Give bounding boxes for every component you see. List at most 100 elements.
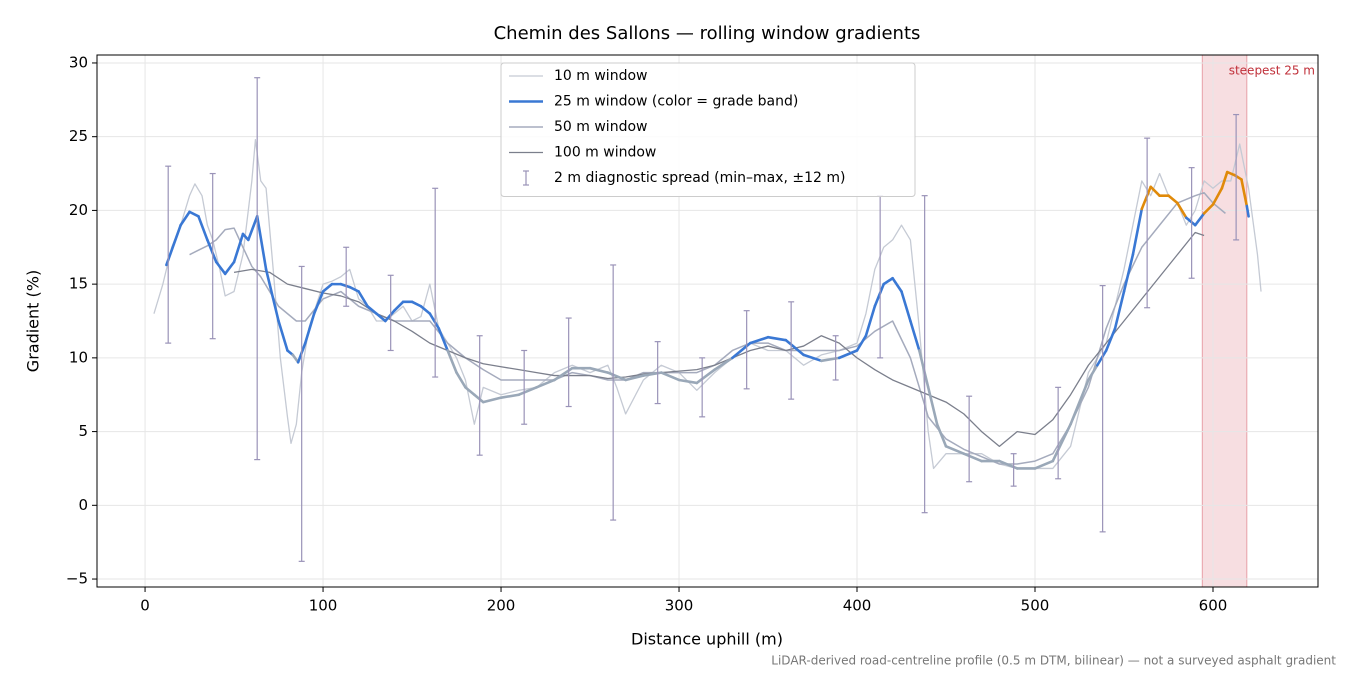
x-tick-label: 400 xyxy=(843,597,872,615)
x-tick-label: 300 xyxy=(665,597,694,615)
line-segment xyxy=(392,300,405,312)
line-segment xyxy=(410,300,423,308)
line-segment xyxy=(357,290,369,308)
y-tick-label: 20 xyxy=(69,201,88,219)
legend-label: 100 m window xyxy=(554,145,656,161)
line-segment xyxy=(1245,204,1250,218)
line-segment xyxy=(1211,186,1224,206)
line-segment xyxy=(713,356,734,371)
line-segment xyxy=(837,349,859,360)
line-segment xyxy=(926,386,939,426)
line-segment xyxy=(197,215,209,242)
line-segment xyxy=(437,327,449,352)
line-segment xyxy=(1095,349,1108,367)
line-segment xyxy=(1149,185,1161,197)
line-segment xyxy=(802,353,823,363)
line-segment xyxy=(1140,185,1152,211)
x-tick-label: 200 xyxy=(487,597,516,615)
line-segment xyxy=(214,260,227,276)
x-tick-label: 0 xyxy=(140,597,150,615)
line-segment xyxy=(677,378,699,385)
y-tick-label: −5 xyxy=(66,570,88,588)
line-segment xyxy=(1122,253,1135,293)
line-segment xyxy=(339,282,352,289)
line-segment xyxy=(1220,170,1229,190)
line-segment xyxy=(481,396,503,404)
line-segment xyxy=(232,232,245,264)
y-tick-label: 10 xyxy=(69,348,88,366)
x-tick-label: 100 xyxy=(309,597,338,615)
footnote: LiDAR-derived road-centreline profile (0… xyxy=(771,654,1336,668)
line-segment xyxy=(1033,459,1055,470)
line-segment xyxy=(731,341,752,360)
chart-title: Chemin des Sallons — rolling window grad… xyxy=(494,23,921,44)
line-segment xyxy=(366,304,378,315)
line-segment xyxy=(446,349,458,374)
legend-box xyxy=(500,62,916,197)
line-segment xyxy=(695,368,716,385)
line-segment xyxy=(464,386,476,397)
line-segment xyxy=(384,309,396,323)
line-segment xyxy=(1240,178,1249,208)
line-segment xyxy=(784,338,805,357)
line-segment xyxy=(766,335,788,342)
y-tick-label: 5 xyxy=(78,422,88,440)
line-segment xyxy=(1113,290,1126,330)
highlight-span xyxy=(1201,55,1248,587)
line-segment xyxy=(1184,216,1197,227)
plot-area xyxy=(97,55,1318,587)
line xyxy=(153,138,1262,470)
line-segment xyxy=(882,276,894,286)
line-segment xyxy=(206,238,218,264)
legend-label: 10 m window xyxy=(554,68,647,84)
plot-frame xyxy=(96,54,1319,588)
line-segment xyxy=(264,268,280,323)
line-segment xyxy=(277,319,289,352)
line-segment xyxy=(873,282,886,308)
line-segment xyxy=(855,334,868,352)
line-segment xyxy=(499,393,521,399)
line-segment xyxy=(935,422,948,448)
line-segment xyxy=(188,210,200,218)
y-tick-label: 0 xyxy=(78,496,88,514)
x-tick-label: 600 xyxy=(1199,597,1228,615)
line-segment xyxy=(1193,212,1206,227)
line-segment xyxy=(375,312,387,323)
line-segment xyxy=(1167,194,1179,205)
line-segment xyxy=(1051,422,1072,463)
line-segment xyxy=(659,371,681,382)
line-segment xyxy=(588,366,610,374)
line-segment xyxy=(312,290,325,315)
line-segment xyxy=(455,371,467,389)
legend-label: 2 m diagnostic spread (min–max, ±12 m) xyxy=(554,170,845,186)
line-segment xyxy=(1176,201,1188,220)
line-segment xyxy=(1069,378,1090,426)
y-tick-label: 25 xyxy=(69,127,88,145)
line-segment xyxy=(303,312,316,345)
line-segment xyxy=(348,285,360,293)
line-segment xyxy=(944,445,966,456)
line-segment xyxy=(1087,363,1099,382)
line-segment xyxy=(962,452,983,463)
line-segment xyxy=(864,304,877,338)
line-segment xyxy=(748,335,770,345)
legend-label: 50 m window xyxy=(554,119,647,135)
line-segment xyxy=(223,260,236,276)
line-segment xyxy=(517,386,538,397)
line-segment xyxy=(246,215,259,242)
line-segment xyxy=(1104,327,1117,352)
y-tick-label: 30 xyxy=(69,53,88,71)
line-segment xyxy=(1131,207,1144,256)
line-segment xyxy=(900,290,912,323)
line-segment xyxy=(1202,203,1215,215)
x-tick-label: 500 xyxy=(1021,597,1050,615)
line-segment xyxy=(606,371,627,382)
y-axis-label: Gradient (%) xyxy=(24,270,43,372)
line-segment xyxy=(891,276,903,293)
line-segment xyxy=(321,282,334,293)
line-segment xyxy=(909,319,921,352)
legend-label: 25 m window (color = grade band) xyxy=(554,94,798,110)
line-segment xyxy=(419,304,432,315)
x-axis-label: Distance uphill (m) xyxy=(631,630,783,649)
line-segment xyxy=(179,210,191,227)
